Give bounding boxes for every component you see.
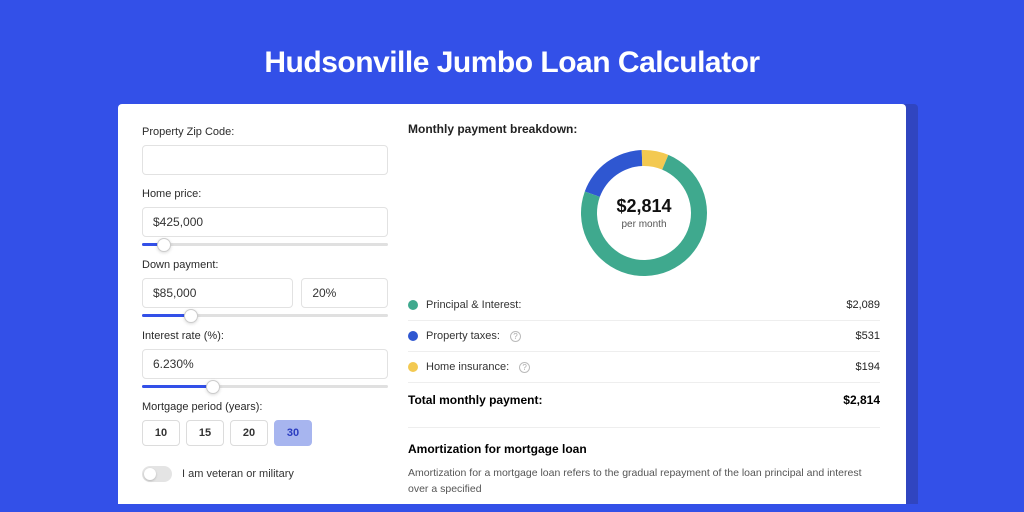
help-icon[interactable]: ? bbox=[519, 362, 530, 373]
veteran-toggle[interactable] bbox=[142, 466, 172, 482]
slider-thumb[interactable] bbox=[206, 380, 220, 394]
page-title: Hudsonville Jumbo Loan Calculator bbox=[118, 46, 906, 80]
legend-dot-icon bbox=[408, 362, 418, 372]
home-price-input[interactable] bbox=[142, 207, 388, 237]
period-btn-30[interactable]: 30 bbox=[274, 420, 312, 446]
down-payment-label: Down payment: bbox=[142, 259, 388, 271]
legend-label: Property taxes: bbox=[426, 330, 500, 342]
home-price-group: Home price: bbox=[142, 188, 388, 246]
interest-rate-input[interactable] bbox=[142, 349, 388, 379]
down-payment-pct-input[interactable] bbox=[301, 278, 388, 308]
down-payment-group: Down payment: bbox=[142, 259, 388, 317]
home-price-slider[interactable] bbox=[142, 243, 388, 246]
donut-center: $2,814 per month bbox=[581, 150, 707, 276]
legend-value: $2,089 bbox=[846, 299, 880, 311]
zip-group: Property Zip Code: bbox=[142, 126, 388, 175]
legend-value: $531 bbox=[856, 330, 880, 342]
down-payment-amount-input[interactable] bbox=[142, 278, 293, 308]
zip-label: Property Zip Code: bbox=[142, 126, 388, 138]
donut-amount: $2,814 bbox=[616, 196, 671, 217]
breakdown-panel: Monthly payment breakdown: $2,814 per mo… bbox=[398, 104, 906, 504]
mortgage-period-group: Mortgage period (years): 10152030 bbox=[142, 401, 388, 446]
help-icon[interactable]: ? bbox=[510, 331, 521, 342]
donut-sub: per month bbox=[621, 219, 666, 230]
legend-row-1: Property taxes:? $531 bbox=[408, 320, 880, 351]
legend-row-2: Home insurance:? $194 bbox=[408, 351, 880, 382]
donut-chart: $2,814 per month bbox=[408, 142, 880, 290]
total-row: Total monthly payment: $2,814 bbox=[408, 382, 880, 417]
legend-label: Home insurance: bbox=[426, 361, 509, 373]
total-value: $2,814 bbox=[843, 393, 880, 407]
period-btn-10[interactable]: 10 bbox=[142, 420, 180, 446]
slider-thumb[interactable] bbox=[184, 309, 198, 323]
veteran-row: I am veteran or military bbox=[142, 466, 388, 482]
form-panel: Property Zip Code: Home price: Down paym… bbox=[118, 104, 398, 504]
legend-value: $194 bbox=[856, 361, 880, 373]
mortgage-period-label: Mortgage period (years): bbox=[142, 401, 388, 413]
zip-input[interactable] bbox=[142, 145, 388, 175]
amortization-text: Amortization for a mortgage loan refers … bbox=[408, 466, 880, 498]
legend-dot-icon bbox=[408, 300, 418, 310]
veteran-label: I am veteran or military bbox=[182, 468, 294, 480]
down-payment-slider[interactable] bbox=[142, 314, 388, 317]
interest-rate-label: Interest rate (%): bbox=[142, 330, 388, 342]
total-label: Total monthly payment: bbox=[408, 393, 542, 407]
period-btn-20[interactable]: 20 bbox=[230, 420, 268, 446]
legend-dot-icon bbox=[408, 331, 418, 341]
calculator-card: Property Zip Code: Home price: Down paym… bbox=[118, 104, 906, 504]
home-price-label: Home price: bbox=[142, 188, 388, 200]
slider-thumb[interactable] bbox=[157, 238, 171, 252]
interest-rate-slider[interactable] bbox=[142, 385, 388, 388]
period-btn-15[interactable]: 15 bbox=[186, 420, 224, 446]
legend-row-0: Principal & Interest: $2,089 bbox=[408, 290, 880, 320]
amortization-section: Amortization for mortgage loan Amortizat… bbox=[408, 427, 880, 498]
breakdown-title: Monthly payment breakdown: bbox=[408, 122, 880, 136]
interest-rate-group: Interest rate (%): bbox=[142, 330, 388, 388]
amortization-title: Amortization for mortgage loan bbox=[408, 442, 880, 456]
legend-label: Principal & Interest: bbox=[426, 299, 521, 311]
